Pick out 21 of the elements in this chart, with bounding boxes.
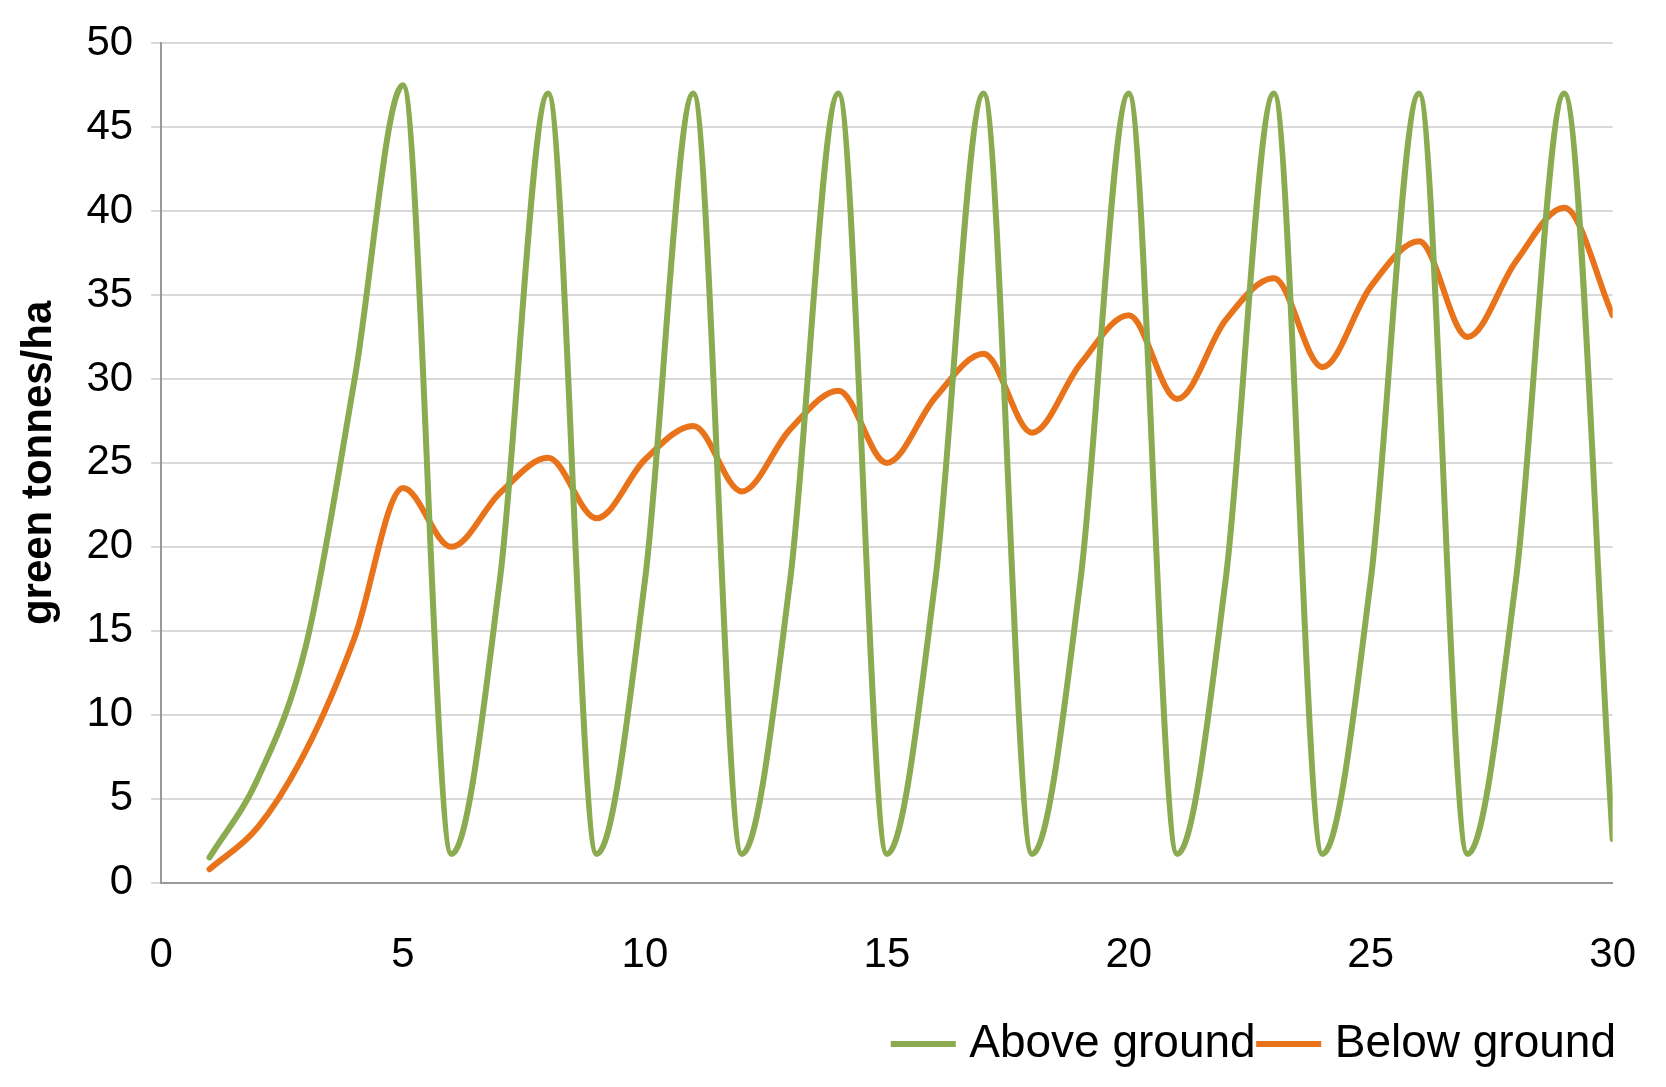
y-tick-label: 30	[86, 352, 134, 400]
x-tick-label: 25	[1347, 929, 1395, 977]
y-tick-label: 35	[86, 268, 134, 316]
legend-label: Below ground	[1334, 1014, 1617, 1067]
y-tick-label: 45	[86, 100, 134, 148]
y-tick-label: 40	[86, 184, 134, 232]
x-tick-label: 0	[149, 929, 173, 977]
y-tick-label: 0	[109, 856, 134, 904]
y-tick-label: 25	[86, 436, 134, 484]
y-tick-label: 5	[109, 772, 134, 820]
x-tick-label: 5	[391, 929, 415, 977]
x-tick-label: 10	[621, 929, 669, 977]
y-axis-title: green tonnes/ha	[12, 300, 60, 626]
x-tick-label: 20	[1105, 929, 1153, 977]
x-tick-label: 30	[1589, 929, 1636, 977]
x-tick-label: 15	[863, 929, 911, 977]
y-tick-label: 50	[86, 16, 134, 64]
y-tick-label: 15	[86, 604, 134, 652]
legend-label: Above ground	[969, 1014, 1256, 1067]
y-tick-label: 20	[86, 520, 134, 568]
y-tick-label: 10	[86, 688, 134, 736]
